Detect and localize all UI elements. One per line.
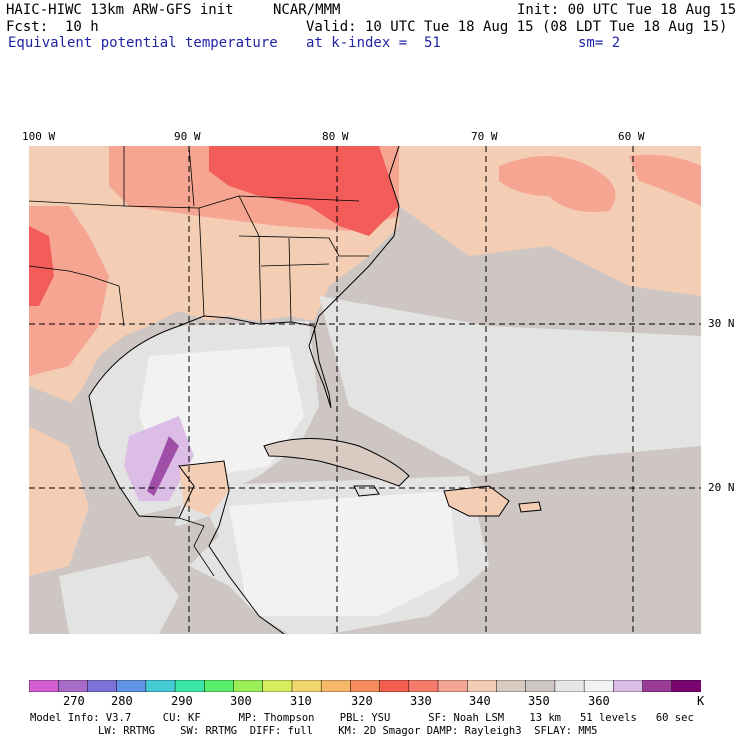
colorbar-swatch <box>671 680 701 692</box>
colorbar-swatch <box>57 680 89 692</box>
colorbar-unit: K <box>697 694 705 708</box>
texas-hot <box>29 226 54 306</box>
colorbar-tick-360: 360 <box>588 694 610 708</box>
us-hot-core <box>209 146 399 236</box>
hispaniola <box>444 486 509 516</box>
colorbar-swatch <box>204 680 235 692</box>
state-borders <box>29 146 369 577</box>
colorbar-tick-270: 270 <box>63 694 85 708</box>
colorbar-swatch <box>642 680 673 692</box>
colorbar-swatch <box>350 680 381 692</box>
colorbar-tick-350: 350 <box>528 694 550 708</box>
lon-label-90w: 90 W <box>174 130 201 143</box>
atlantic-warm-streak <box>629 154 701 206</box>
colorbar-swatch <box>262 680 293 692</box>
colorbar-swatch <box>408 680 439 692</box>
colorbar-tick-320: 320 <box>351 694 373 708</box>
forecast-hour: 10 h <box>65 19 99 35</box>
theta-e-map <box>29 146 701 634</box>
lon-label-70w: 70 W <box>471 130 498 143</box>
colorbar-swatch <box>554 680 585 692</box>
colorbar-tick-310: 310 <box>290 694 312 708</box>
model-title: HAIC-HIWC 13km ARW-GFS init <box>6 2 234 18</box>
colorbar <box>29 680 701 692</box>
colorbar-swatch <box>145 680 176 692</box>
field-name: Equivalent potential temperature <box>8 35 278 51</box>
colorbar-tick-290: 290 <box>171 694 193 708</box>
colorbar-swatch <box>379 680 410 692</box>
colorbar-swatch <box>583 680 615 692</box>
mexico-warm-coast <box>29 426 89 576</box>
colorbar-swatch <box>320 680 352 692</box>
colorbar-swatch <box>174 680 206 692</box>
org-label: NCAR/MMM <box>273 2 341 18</box>
forecast-label: Fcst: <box>6 19 49 35</box>
colorbar-swatch <box>29 680 59 692</box>
lon-label-100w: 100 W <box>22 130 56 143</box>
lon-label-80w: 80 W <box>322 130 349 143</box>
coastlines <box>88 146 542 634</box>
lon-label-60w: 60 W <box>618 130 645 143</box>
colorbar-swatch <box>233 680 264 692</box>
colorbar-tick-340: 340 <box>469 694 491 708</box>
init-time: Init: 00 UTC Tue 18 Aug 15 <box>517 2 737 18</box>
graticule <box>29 146 701 634</box>
colorbar-swatch <box>291 680 322 692</box>
eastern-light-region <box>319 296 701 476</box>
colorbar-swatch <box>613 680 644 692</box>
colorbar-tick-300: 300 <box>230 694 252 708</box>
colorbar-swatch <box>467 680 498 692</box>
model-info-line2: LW: RRTMG SW: RRTMG DIFF: full KM: 2D Sm… <box>98 725 598 737</box>
atlantic-warm-blob <box>499 156 616 212</box>
colorbar-swatch <box>87 680 118 692</box>
gulf-purple-streak <box>147 436 179 496</box>
colorbar-tick-330: 330 <box>410 694 432 708</box>
valid-time: Valid: 10 UTC Tue 18 Aug 15 (08 LDT Tue … <box>306 19 728 35</box>
smoothing-info: sm= 2 <box>578 35 621 51</box>
lat-label-30n: 30 N <box>708 317 735 330</box>
puerto-rico <box>519 502 541 512</box>
colorbar-tick-280: 280 <box>111 694 133 708</box>
level-info: at k-index = 51 <box>306 35 441 51</box>
cuba <box>264 438 409 486</box>
colorbar-swatch <box>437 680 469 692</box>
mexico-lilac <box>59 556 179 634</box>
colorbar-swatch <box>525 680 556 692</box>
caribbean-white <box>229 491 459 616</box>
lat-label-20n: 20 N <box>708 481 735 494</box>
gulf-lilac-patch <box>124 416 194 501</box>
atlantic-tan-region <box>399 146 701 296</box>
colorbar-swatch <box>116 680 147 692</box>
model-info-line1: Model Info: V3.7 CU: KF MP: Thompson PBL… <box>30 712 694 724</box>
colorbar-swatch <box>496 680 527 692</box>
